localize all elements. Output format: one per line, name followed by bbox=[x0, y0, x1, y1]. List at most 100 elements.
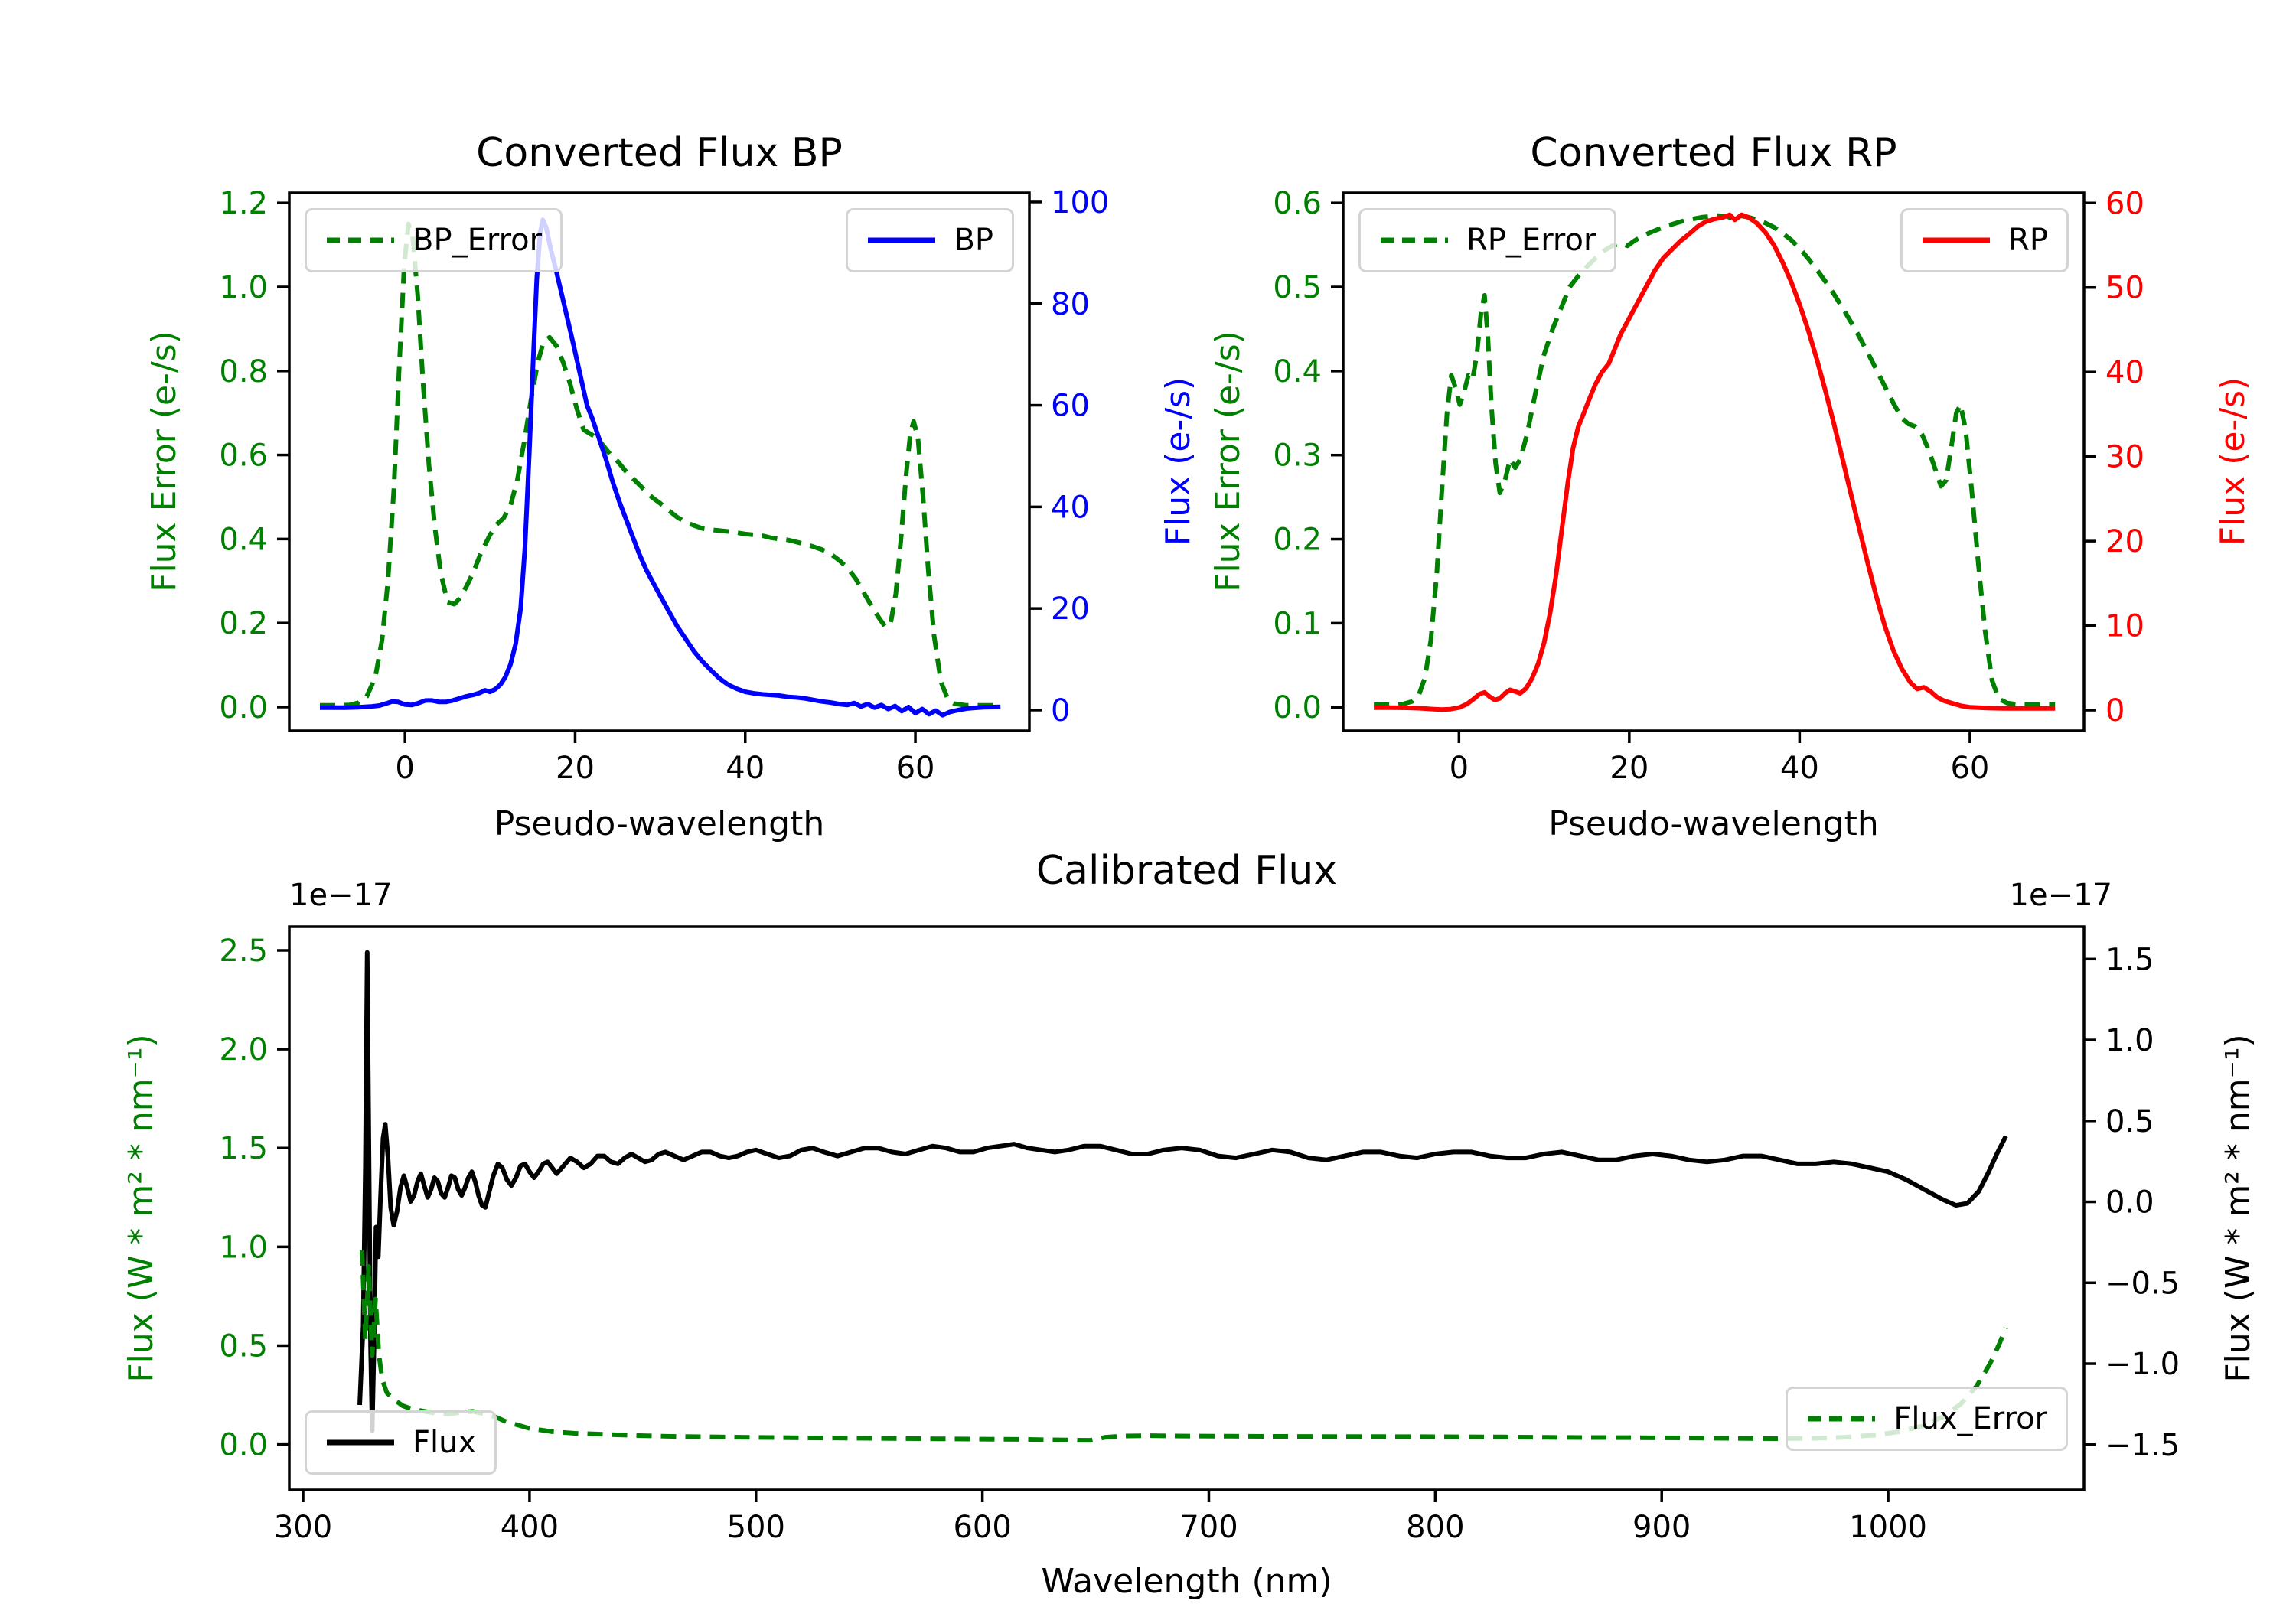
rp-legend: RP bbox=[1900, 208, 2069, 272]
rp-yright-label: Flux (e-/s) bbox=[2213, 376, 2252, 546]
rp-legend-label: RP bbox=[2008, 223, 2048, 258]
y-right-tick-label: −1.0 bbox=[2105, 1347, 2180, 1382]
bp-legend-line-icon bbox=[868, 237, 936, 243]
y-right-tick-label: −1.5 bbox=[2105, 1428, 2180, 1463]
rp-xaxis-label: Pseudo-wavelength bbox=[1548, 804, 1879, 843]
rp-yleft-label: Flux Error (e-/s) bbox=[1208, 331, 1247, 592]
x-tick-label: 0 bbox=[395, 751, 414, 786]
x-tick-label: 1000 bbox=[1849, 1510, 1927, 1545]
flux-legend-line-icon bbox=[327, 1439, 394, 1446]
y-left-tick-label: 1.5 bbox=[219, 1131, 268, 1166]
bp-error-legend-line-icon bbox=[327, 237, 394, 243]
y-left-tick-label: 0.1 bbox=[1273, 606, 1322, 641]
flux-error-legend-line-icon bbox=[1808, 1416, 1876, 1422]
bp-error-legend: BP_Error bbox=[305, 208, 563, 272]
y-right-tick-label: −0.5 bbox=[2105, 1266, 2180, 1301]
calibrated-yleft-label: Flux (W * m² * nm⁻¹) bbox=[122, 1034, 161, 1383]
rp-line bbox=[1374, 212, 2056, 712]
y-left-tick-label: 0.5 bbox=[1273, 270, 1322, 305]
y-right-tick-label: 20 bbox=[1051, 592, 1090, 627]
y-left-tick-label: 0.8 bbox=[219, 354, 268, 390]
right-scale-offset: 1e−17 bbox=[2009, 878, 2112, 913]
axes-frame bbox=[288, 191, 1031, 732]
x-tick-label: 20 bbox=[1609, 751, 1649, 786]
y-left-tick-label: 0.0 bbox=[219, 690, 268, 725]
y-right-tick-label: 0.5 bbox=[2105, 1104, 2154, 1139]
axes-frame bbox=[288, 925, 2086, 1491]
y-right-tick-label: 0.0 bbox=[2105, 1185, 2154, 1221]
calibrated-chart-title: Calibrated Flux bbox=[1035, 848, 1338, 894]
y-right-tick-label: 40 bbox=[2105, 355, 2144, 390]
y-left-tick-label: 0.4 bbox=[1273, 354, 1322, 390]
y-left-tick-label: 0.0 bbox=[1273, 690, 1322, 725]
calibrated-xaxis-label: Wavelength (nm) bbox=[1041, 1562, 1332, 1601]
rp-error-legend-label: RP_Error bbox=[1466, 223, 1596, 258]
y-left-tick-label: 0.0 bbox=[219, 1428, 268, 1463]
flux-error-line bbox=[360, 1250, 2008, 1443]
bp-legend-label: BP bbox=[954, 223, 993, 258]
y-right-tick-label: 0 bbox=[1051, 693, 1070, 729]
y-right-tick-label: 1.5 bbox=[2105, 942, 2154, 977]
y-left-tick-label: 1.2 bbox=[219, 186, 268, 221]
bp-chart-title: Converted Flux BP bbox=[476, 130, 843, 176]
y-left-tick-label: 2.0 bbox=[219, 1032, 268, 1068]
y-right-tick-label: 0 bbox=[2105, 693, 2125, 729]
bp-yright-label: Flux (e-/s) bbox=[1159, 376, 1198, 546]
bp-legend: BP bbox=[846, 208, 1014, 272]
calibrated-yright-label: Flux (W * m² * nm⁻¹) bbox=[2219, 1034, 2258, 1383]
x-tick-label: 20 bbox=[556, 751, 595, 786]
bp-chart-axes: 0 20 40 60 0.0 0.2 0.4 0.6 0.8 1.0 1.2 0 20 40 60 80 100 bbox=[219, 185, 1109, 786]
y-left-tick-label: 1.0 bbox=[219, 270, 268, 305]
bp-line bbox=[320, 217, 1001, 718]
rp-chart-axes: 0 20 40 60 0.0 0.1 0.2 0.3 0.4 0.5 0.6 0 10 20 30 40 50 6… bbox=[1273, 186, 2144, 786]
calibrated-chart-axes: 300 400 500 600 700 800 900 1000 0.0 0.5 1.0 1.5 2.0… bbox=[219, 925, 2180, 1545]
y-right-tick-label: 30 bbox=[2105, 440, 2144, 475]
x-tick-label: 60 bbox=[1950, 751, 1989, 786]
y-left-tick-label: 1.0 bbox=[219, 1230, 268, 1265]
x-tick-label: 0 bbox=[1450, 751, 1469, 786]
flux-error-legend-label: Flux_Error bbox=[1893, 1401, 2047, 1436]
y-left-tick-label: 0.5 bbox=[219, 1328, 268, 1364]
x-tick-label: 300 bbox=[274, 1510, 332, 1545]
rp-error-line bbox=[1374, 213, 2056, 707]
flux-legend: Flux bbox=[305, 1410, 497, 1475]
y-left-tick-label: 0.4 bbox=[219, 522, 268, 557]
x-tick-label: 40 bbox=[726, 751, 765, 786]
bp-yleft-label: Flux Error (e-/s) bbox=[145, 331, 184, 592]
y-right-tick-label: 100 bbox=[1051, 185, 1109, 220]
y-left-tick-label: 0.2 bbox=[219, 606, 268, 641]
bp-xaxis-label: Pseudo-wavelength bbox=[494, 804, 825, 843]
y-right-tick-label: 10 bbox=[2105, 609, 2144, 644]
bp-error-legend-label: BP_Error bbox=[413, 223, 543, 258]
x-tick-label: 500 bbox=[727, 1510, 785, 1545]
x-tick-label: 800 bbox=[1406, 1510, 1464, 1545]
x-tick-label: 40 bbox=[1780, 751, 1819, 786]
x-tick-label: 700 bbox=[1179, 1510, 1238, 1545]
y-right-tick-label: 1.0 bbox=[2105, 1023, 2154, 1058]
flux-legend-label: Flux bbox=[413, 1425, 477, 1460]
y-right-tick-label: 20 bbox=[2105, 524, 2144, 559]
x-tick-label: 900 bbox=[1632, 1510, 1691, 1545]
bp-error-line bbox=[320, 221, 1001, 708]
rp-chart-title: Converted Flux RP bbox=[1530, 130, 1897, 176]
axes-frame bbox=[1342, 191, 2086, 732]
y-right-tick-label: 60 bbox=[2105, 186, 2144, 221]
left-scale-offset: 1e−17 bbox=[289, 878, 393, 913]
y-right-tick-label: 40 bbox=[1051, 490, 1090, 525]
y-right-tick-label: 50 bbox=[2105, 271, 2144, 306]
y-left-tick-label: 0.6 bbox=[219, 438, 268, 474]
x-tick-label: 400 bbox=[501, 1510, 559, 1545]
y-right-tick-label: 80 bbox=[1051, 287, 1090, 322]
y-left-tick-label: 0.2 bbox=[1273, 523, 1322, 558]
rp-error-legend: RP_Error bbox=[1358, 208, 1617, 272]
y-right-tick-label: 60 bbox=[1051, 389, 1090, 424]
rp-legend-line-icon bbox=[1923, 237, 1991, 243]
flux-error-legend: Flux_Error bbox=[1786, 1387, 2068, 1451]
y-left-tick-label: 0.6 bbox=[1273, 186, 1322, 221]
y-left-tick-label: 2.5 bbox=[219, 934, 268, 969]
y-left-tick-label: 0.3 bbox=[1273, 438, 1322, 474]
x-tick-label: 60 bbox=[896, 751, 935, 786]
flux-line bbox=[357, 950, 2008, 1433]
x-tick-label: 600 bbox=[953, 1510, 1011, 1545]
